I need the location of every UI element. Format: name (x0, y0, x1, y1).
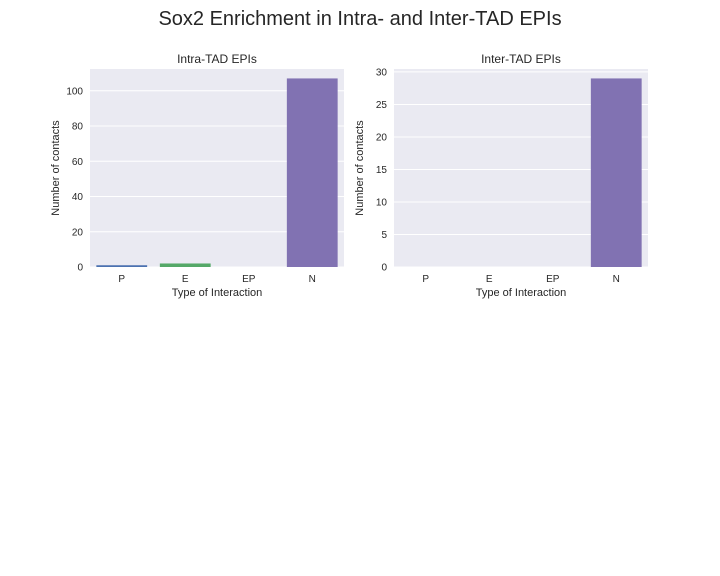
inter-y-tick-label: 15 (376, 165, 388, 176)
inter-x-tick-label: P (422, 274, 429, 285)
intra-y-tick-label: 60 (72, 157, 84, 168)
intra-bar-e (159, 263, 211, 267)
intra-x-tick-label: E (182, 274, 189, 285)
intra-x-tick-label: P (118, 274, 125, 285)
figure-title: Sox2 Enrichment in Intra- and Inter-TAD … (158, 8, 562, 30)
inter-y-tick-label: 10 (376, 197, 388, 208)
inter-y-tick-label: 30 (376, 67, 388, 78)
intra-y-tick-label: 100 (66, 86, 83, 97)
intra-y-tick-label: 20 (72, 227, 84, 238)
intra-x-tick-label: EP (242, 274, 256, 285)
inter-y-axis-label: Number of contacts (354, 120, 366, 216)
inter-x-tick-label: N (613, 274, 620, 285)
inter-y-tick-label: 20 (376, 132, 388, 143)
intra-panel-title: Intra-TAD EPIs (177, 52, 257, 66)
inter-y-tick-label: 0 (381, 263, 387, 274)
inter-y-tick-label: 25 (376, 100, 388, 111)
intra-bar-n (286, 78, 338, 267)
intra-y-tick-label: 0 (77, 263, 83, 274)
intra-x-tick-label: N (309, 274, 316, 285)
intra-y-tick-label: 40 (72, 192, 84, 203)
inter-panel-title: Inter-TAD EPIs (481, 52, 561, 66)
inter-bar-n (590, 78, 642, 267)
inter-x-axis-label: Type of Interaction (476, 287, 567, 299)
intra-tad-panel: 0 20 40 60 80 100 P E EP N Intra-TAD EPIs Type of I… (50, 52, 344, 299)
intra-y-tick-label: 80 (72, 122, 84, 133)
intra-bar-p (96, 265, 148, 267)
inter-x-tick-label: E (486, 274, 493, 285)
inter-y-tick-label: 5 (381, 230, 387, 241)
intra-x-axis-label: Type of Interaction (172, 287, 263, 299)
intra-y-axis-label: Number of contacts (50, 120, 62, 216)
inter-tad-panel: 0 5 10 15 20 25 30 P E EP N Inter-TAD EPIs Type of I… (354, 52, 648, 299)
inter-x-tick-label: EP (546, 274, 560, 285)
